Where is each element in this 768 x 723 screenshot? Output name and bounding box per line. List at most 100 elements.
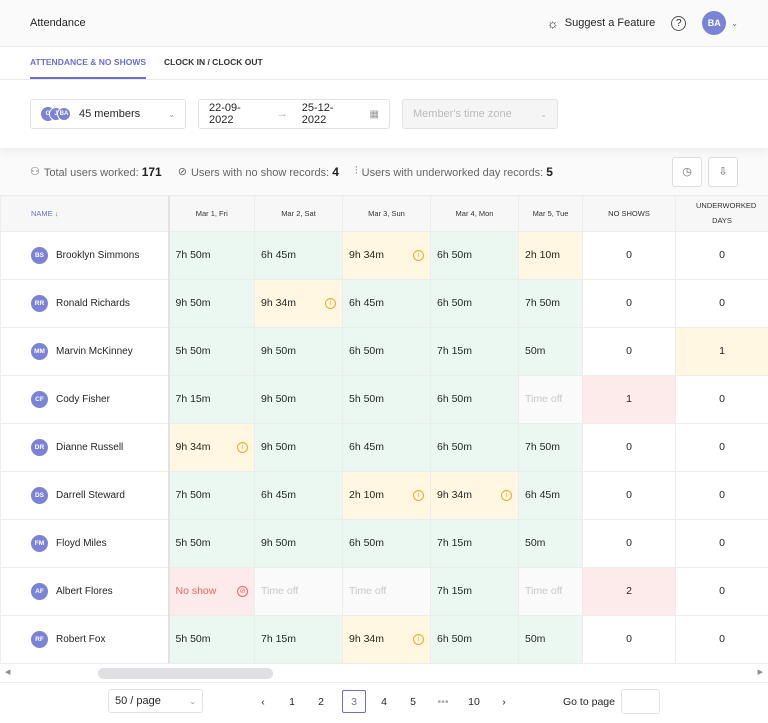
member-cell[interactable]: RF Robert Fox [0,614,170,664]
user-avatar[interactable]: BA [702,11,727,35]
day-cell[interactable]: 9h 50m [168,278,255,328]
day-cell[interactable]: 6h 50m [430,422,519,472]
day-cell[interactable]: 2h 10m [518,230,583,280]
page-10[interactable]: 10 [468,695,480,708]
day-cell[interactable]: 6h 50m [342,326,431,376]
export-button[interactable]: ⇩ [708,156,738,187]
day-cell[interactable]: 7h 50m [168,230,255,280]
no-show-icon: ⊘ [237,585,248,597]
help-icon[interactable]: ? [671,15,687,31]
page-1[interactable]: 1 [289,695,295,708]
scroll-right-icon[interactable]: ▶ [757,669,763,676]
day-cell[interactable]: 6h 45m [254,470,343,520]
member-cell[interactable]: AF Albert Flores [0,566,170,616]
day-cell[interactable]: 6h 50m [430,374,519,424]
day-cell[interactable]: Time off [342,566,431,616]
day-cell[interactable]: 6h 50m [430,614,519,664]
day-cell[interactable]: 6h 50m [430,230,519,280]
day-cell[interactable]: 7h 50m [518,278,583,328]
day-cell[interactable]: 7h 50m [518,422,583,472]
day-cell[interactable]: 6h 45m [342,278,431,328]
day-cell[interactable]: 9h 50m [254,374,343,424]
tab-bar: ATTENDANCE & NO SHOWS CLOCK IN / CLOCK O… [0,47,768,80]
table-row: AF Albert Flores No show ⊘ Time off Time off 7… [0,566,768,616]
day-cell[interactable]: 50m [518,518,583,568]
day-cell[interactable]: 6h 45m [342,422,431,472]
next-page-button[interactable]: › [502,695,506,708]
day-cell[interactable]: 7h 15m [254,614,343,664]
member-cell[interactable]: MM Marvin McKinney [0,326,170,376]
day-cell[interactable]: 9h 50m [254,326,343,376]
day-cell[interactable]: Time off [254,566,343,616]
day-cell[interactable]: 50m [518,326,583,376]
page-3[interactable]: 3 [342,690,366,713]
warning-info-icon[interactable]: i [325,297,336,309]
scrollbar-thumb[interactable] [98,668,273,679]
member-name: Cody Fisher [56,393,110,405]
filter-bar: G J BA 45 members ⌄ 22-09-2022 → 25-12-2… [0,80,768,148]
day-cell[interactable]: 7h 15m [430,326,519,376]
tab-clock-in-out[interactable]: CLOCK IN / CLOCK OUT [164,57,263,67]
horizontal-scrollbar[interactable]: ◀ ▶ [0,663,768,683]
day-cell[interactable]: 2h 10m i [342,470,431,520]
day-cell[interactable]: 5h 50m [168,326,255,376]
day-cell[interactable]: 50m [518,614,583,664]
timezone-select[interactable]: Member's time zone ⌄ [402,99,558,129]
member-name: Floyd Miles [56,537,107,549]
column-name[interactable]: NAME ↓ [0,196,170,232]
date-to[interactable]: 25-12-2022 [301,102,334,126]
day-cell[interactable]: 5h 50m [168,518,255,568]
hours-value: 6h 50m [437,633,473,645]
warning-info-icon[interactable]: i [413,633,424,645]
day-cell[interactable]: 6h 50m [342,518,431,568]
page-size-select[interactable]: 50 / page ⌄ [108,689,203,713]
member-cell[interactable]: RR Ronald Richards [0,278,170,328]
goto-page-input[interactable] [621,689,660,714]
page-4[interactable]: 4 [381,695,387,708]
scroll-left-icon[interactable]: ◀ [5,669,11,676]
day-cell[interactable]: 7h 15m [430,566,519,616]
chevron-down-icon[interactable]: ⌄ [731,18,738,28]
day-cell[interactable]: 9h 50m [254,518,343,568]
warning-info-icon[interactable]: i [237,441,248,453]
hours-value: 9h 50m [261,393,297,405]
members-select[interactable]: G J BA 45 members ⌄ [30,99,186,129]
member-cell[interactable]: DS Darrell Steward [0,470,170,520]
day-cell[interactable]: 9h 34m i [430,470,519,520]
warning-info-icon[interactable]: i [413,249,424,261]
sort-desc-icon[interactable]: ↓ [54,208,59,218]
suggest-feature-button[interactable]: ☼ Suggest a Feature [547,16,655,31]
tab-attendance[interactable]: ATTENDANCE & NO SHOWS [30,47,147,79]
day-cell[interactable]: 7h 15m [168,374,255,424]
warning-info-icon[interactable]: i [501,489,512,501]
day-cell[interactable]: 6h 50m [430,278,519,328]
date-from[interactable]: 22-09-2022 [209,102,241,126]
warning-info-icon[interactable]: i [413,489,424,501]
day-cell[interactable]: 9h 34m i [254,278,343,328]
clock-settings-button[interactable]: ◷ [672,156,702,187]
hours-value: Time off [349,585,387,597]
day-cell[interactable]: 9h 50m [254,422,343,472]
day-cell[interactable]: 9h 34m i [342,230,431,280]
day-cell[interactable]: Time off [518,566,583,616]
page-2[interactable]: 2 [318,695,324,708]
day-cell[interactable]: 9h 34m i [342,614,431,664]
member-cell[interactable]: DR Dianne Russell [0,422,170,472]
member-cell[interactable]: FM Floyd Miles [0,518,170,568]
hours-value: 6h 45m [525,489,561,501]
member-cell[interactable]: CF Cody Fisher [0,374,170,424]
day-cell[interactable]: 5h 50m [168,614,255,664]
day-cell[interactable]: No show ⊘ [168,566,255,616]
page-5[interactable]: 5 [410,695,416,708]
day-cell[interactable]: 5h 50m [342,374,431,424]
day-cell[interactable]: Time off [518,374,583,424]
prev-page-button[interactable]: ‹ [261,695,265,708]
day-cell[interactable]: 9h 34m i [168,422,255,472]
day-cell[interactable]: 6h 45m [254,230,343,280]
more-pages-icon[interactable]: ••• [437,695,449,708]
day-cell[interactable]: 7h 15m [430,518,519,568]
day-cell[interactable]: 7h 50m [168,470,255,520]
date-range-picker[interactable]: 22-09-2022 → 25-12-2022 ▦ [198,99,390,129]
member-cell[interactable]: BS Brooklyn Simmons [0,230,170,280]
day-cell[interactable]: 6h 45m [518,470,583,520]
